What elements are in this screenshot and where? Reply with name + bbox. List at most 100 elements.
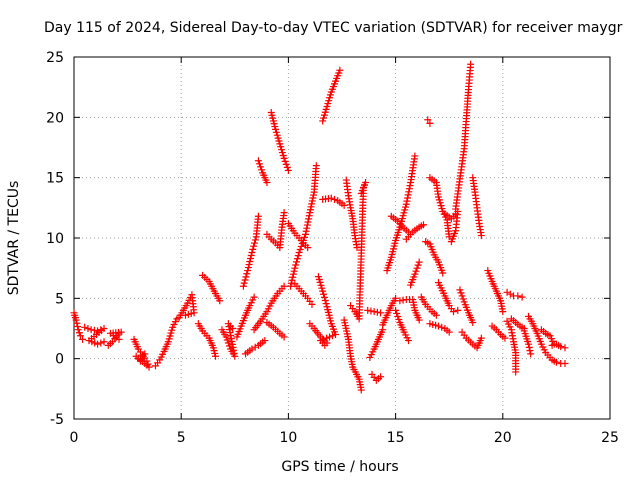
series-track-13	[250, 282, 288, 334]
data-point	[244, 264, 252, 272]
x-axis-label: GPS time / hours	[281, 459, 398, 475]
series-track-23	[319, 66, 344, 125]
data-point	[287, 279, 295, 287]
data-point	[405, 188, 413, 196]
x-tick-label: 20	[494, 430, 512, 446]
series-track-16	[263, 209, 288, 252]
data-point	[557, 343, 565, 351]
data-point	[244, 267, 252, 275]
data-point	[373, 308, 381, 316]
x-tick-label: 0	[70, 430, 79, 446]
data-point	[357, 189, 365, 197]
series-track-42	[426, 320, 453, 336]
x-tick-label: 15	[387, 430, 405, 446]
series-track-17	[263, 318, 288, 341]
series-track-14	[254, 157, 271, 186]
data-point	[304, 218, 312, 226]
data-point	[458, 292, 466, 300]
data-point	[303, 224, 311, 232]
data-point	[247, 251, 255, 259]
data-point	[413, 264, 421, 272]
data-point	[439, 269, 447, 277]
data-point	[518, 293, 526, 301]
data-point	[329, 332, 337, 340]
series-track-39	[426, 174, 453, 241]
data-point	[414, 261, 422, 269]
data-point	[293, 255, 301, 263]
data-point	[526, 347, 534, 355]
data-point	[503, 288, 511, 296]
data-point	[243, 270, 251, 278]
data-point	[411, 270, 419, 278]
data-point	[254, 157, 262, 165]
data-point	[84, 325, 92, 332]
x-tick-label: 10	[279, 430, 297, 446]
data-point	[434, 322, 442, 330]
data-point	[87, 326, 95, 334]
series-track-31	[379, 294, 400, 329]
series-track-51	[503, 288, 526, 301]
data-point	[293, 258, 301, 266]
data-point	[340, 201, 348, 209]
data-point	[320, 290, 328, 298]
data-point	[336, 66, 344, 74]
data-point	[291, 264, 299, 272]
data-point	[469, 318, 477, 326]
data-point	[292, 261, 300, 269]
series-track-20	[284, 220, 312, 252]
data-point	[406, 182, 414, 190]
data-point	[561, 359, 569, 367]
data-point	[248, 248, 256, 256]
data-point	[295, 248, 303, 256]
data-point	[261, 337, 269, 345]
data-point	[284, 166, 292, 174]
series-track-04	[130, 335, 153, 371]
data-point	[249, 245, 257, 253]
data-point	[392, 306, 400, 314]
series-track-55	[525, 312, 550, 357]
axis-ticks: 0 5 10 15 20 25 -5 0 5 10 15 20 25	[46, 50, 619, 446]
data-point	[251, 343, 259, 351]
data-point	[181, 311, 189, 319]
data-point	[419, 221, 427, 229]
data-point	[280, 154, 288, 162]
y-tick-label: 15	[46, 171, 64, 187]
data-point	[424, 116, 432, 124]
data-point	[357, 386, 365, 394]
data-point	[289, 273, 297, 281]
data-point	[289, 270, 297, 278]
data-point	[319, 287, 327, 295]
data-point	[308, 300, 316, 308]
series-track-29	[364, 306, 385, 317]
data-point	[250, 293, 258, 301]
data-point	[257, 163, 265, 171]
data-point	[251, 236, 259, 244]
series-track-49	[484, 267, 507, 316]
data-point	[411, 152, 419, 160]
data-point	[527, 350, 535, 358]
data-point	[294, 252, 302, 260]
data-point	[514, 292, 522, 300]
data-point	[393, 309, 401, 317]
series-track-06	[175, 291, 198, 322]
data-point	[377, 373, 385, 381]
series-track-02	[81, 323, 108, 348]
y-tick-label: -5	[50, 412, 64, 428]
data-point	[288, 276, 296, 284]
data-point	[115, 335, 123, 343]
data-point	[94, 340, 102, 348]
series-track-28	[366, 326, 387, 361]
series-track-25	[342, 176, 361, 252]
data-point	[332, 331, 340, 339]
data-point	[467, 60, 475, 68]
series-track-24	[319, 194, 348, 209]
data-point	[506, 290, 514, 298]
data-point	[258, 166, 266, 174]
data-point	[245, 261, 253, 269]
series-track-26	[340, 316, 365, 394]
series-track-38	[424, 116, 434, 127]
data-point	[321, 297, 329, 305]
data-point	[241, 276, 249, 284]
data-point	[251, 239, 259, 247]
